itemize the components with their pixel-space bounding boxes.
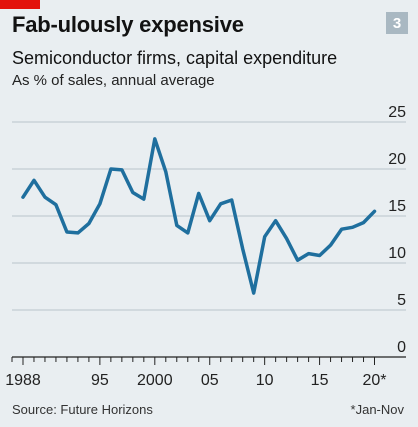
data-point-1995 bbox=[98, 202, 101, 205]
source-note: Source: Future Horizons bbox=[12, 402, 153, 417]
x-tick-label-1988: 1988 bbox=[5, 372, 41, 389]
red-tag-decoration bbox=[0, 0, 40, 9]
data-point-2005 bbox=[208, 219, 211, 222]
data-point-2019 bbox=[362, 221, 365, 224]
chart-subtitle: Semiconductor firms, capital expenditure bbox=[12, 48, 338, 68]
data-point-1990 bbox=[43, 196, 46, 199]
data-point-2010 bbox=[263, 235, 266, 238]
data-point-2016 bbox=[329, 244, 332, 247]
data-point-2002 bbox=[175, 224, 178, 227]
data-point-1999 bbox=[142, 198, 145, 201]
y-tick-label-20: 20 bbox=[388, 151, 406, 168]
data-point-1991 bbox=[54, 203, 57, 206]
data-point-2008 bbox=[241, 247, 244, 250]
data-point-2018 bbox=[351, 226, 354, 229]
data-point-2009 bbox=[252, 292, 255, 295]
data-point-2012 bbox=[285, 237, 288, 240]
data-point-1989 bbox=[32, 179, 35, 182]
x-tick-label-15: 15 bbox=[311, 372, 329, 389]
x-tick-label-10: 10 bbox=[256, 372, 274, 389]
data-point-2007 bbox=[230, 199, 233, 202]
data-point-1992 bbox=[65, 230, 68, 233]
data-point-1994 bbox=[87, 222, 90, 225]
y-tick-label-10: 10 bbox=[388, 245, 406, 262]
data-point-1998 bbox=[131, 191, 134, 194]
data-point-1997 bbox=[120, 168, 123, 171]
data-point-1993 bbox=[76, 231, 79, 234]
x-tick-label-05: 05 bbox=[201, 372, 219, 389]
y-tick-label-25: 25 bbox=[388, 104, 406, 121]
y-tick-label-15: 15 bbox=[388, 198, 406, 215]
capex-series-line bbox=[21, 137, 377, 295]
data-point-2011 bbox=[274, 219, 277, 222]
data-point-2003 bbox=[186, 231, 189, 234]
data-point-1988 bbox=[21, 196, 24, 199]
y-tick-label-5: 5 bbox=[397, 292, 406, 309]
data-point-2004 bbox=[197, 192, 200, 195]
x-tick-label-2000: 2000 bbox=[137, 372, 173, 389]
data-point-2017 bbox=[340, 228, 343, 231]
data-point-2001 bbox=[164, 170, 167, 173]
y-axis-unit-label: As % of sales, annual average bbox=[12, 72, 215, 89]
data-point-2000 bbox=[153, 137, 156, 140]
data-point-1996 bbox=[109, 168, 112, 171]
footnote: *Jan-Nov bbox=[350, 402, 404, 417]
y-tick-label-0: 0 bbox=[397, 339, 406, 356]
data-point-2015 bbox=[318, 254, 321, 257]
x-tick-label-95: 95 bbox=[91, 372, 109, 389]
x-axis bbox=[11, 356, 406, 365]
x-tick-label-20*: 20* bbox=[362, 372, 386, 389]
data-point-2020 bbox=[373, 210, 376, 213]
data-point-2014 bbox=[307, 252, 310, 255]
data-point-2013 bbox=[296, 259, 299, 262]
data-point-2006 bbox=[219, 202, 222, 205]
data-series bbox=[21, 137, 377, 295]
chart-title: Fab-ulously expensive bbox=[12, 12, 244, 37]
chart-number-badge: 3 bbox=[386, 12, 408, 34]
